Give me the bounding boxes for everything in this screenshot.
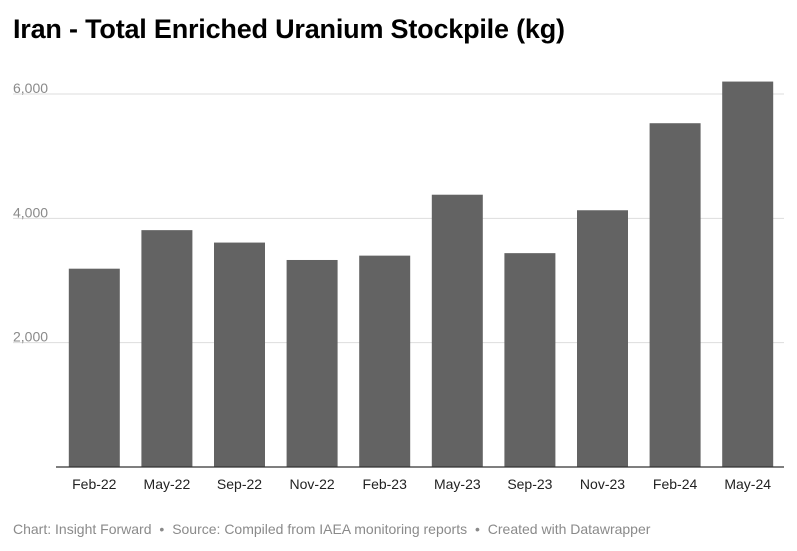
footer-source: Source: Compiled from IAEA monitoring re… [172,521,468,537]
x-tick-label: Feb-22 [72,476,117,492]
x-tick-label: Sep-22 [217,476,262,492]
y-tick-label: 2,000 [13,329,48,345]
bar [359,255,411,467]
bar [214,242,265,467]
x-tick-label: Nov-22 [290,476,335,492]
bars [68,81,774,468]
footer-separator: • [474,521,480,537]
bar [68,268,120,467]
x-tick-label: Nov-23 [580,476,625,492]
bar [722,81,774,468]
chart-title: Iran - Total Enriched Uranium Stockpile … [13,14,565,44]
bar-chart: 2,000 4,000 6,000 Feb-22 May-22 Sep-22 Nov-22 F… [13,80,784,492]
bar [577,210,628,468]
footer-credit: Chart: Insight Forward [13,521,152,537]
x-tick-label: May-24 [724,476,771,492]
footer-tool: Created with Datawrapper [487,521,651,537]
bar [504,253,556,467]
x-tick-label: Feb-23 [363,476,408,492]
axis-labels: 2,000 4,000 6,000 Feb-22 May-22 Sep-22 Nov-22 F… [13,80,771,492]
bar [286,259,338,467]
x-tick-label: Feb-24 [653,476,698,492]
x-tick-label: May-23 [434,476,481,492]
x-tick-label: Sep-23 [507,476,552,492]
bar [141,230,193,467]
chart-footer: Chart: Insight Forward • Source: Compile… [13,520,650,538]
bar [649,123,701,468]
y-tick-label: 4,000 [13,204,48,220]
footer-separator: • [159,521,165,537]
bar [431,194,483,467]
x-tick-label: May-22 [144,476,191,492]
y-tick-label: 6,000 [13,80,48,96]
